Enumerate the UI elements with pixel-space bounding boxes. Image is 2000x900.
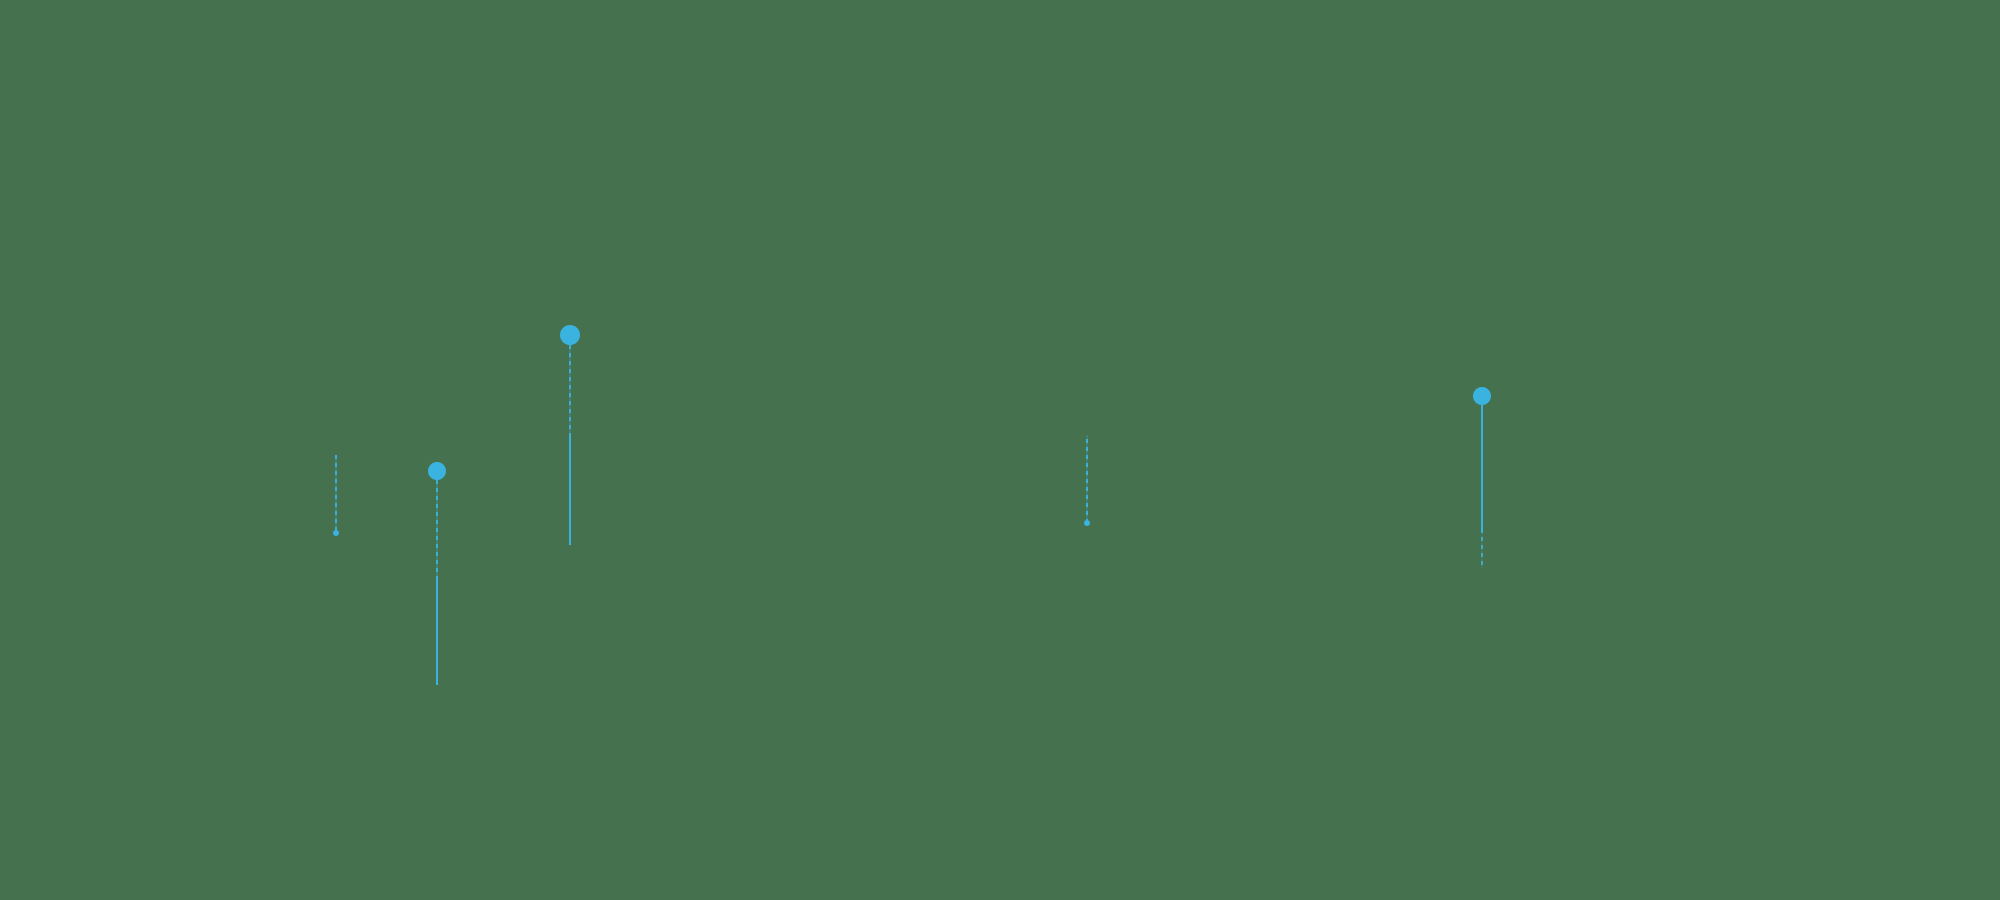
map-marker-4[interactable] [1075,431,1099,531]
map-marker-3[interactable] [558,321,582,551]
map-marker-2[interactable] [425,458,449,691]
map-marker-1[interactable] [324,451,348,541]
map-marker-5[interactable] [1470,383,1494,574]
